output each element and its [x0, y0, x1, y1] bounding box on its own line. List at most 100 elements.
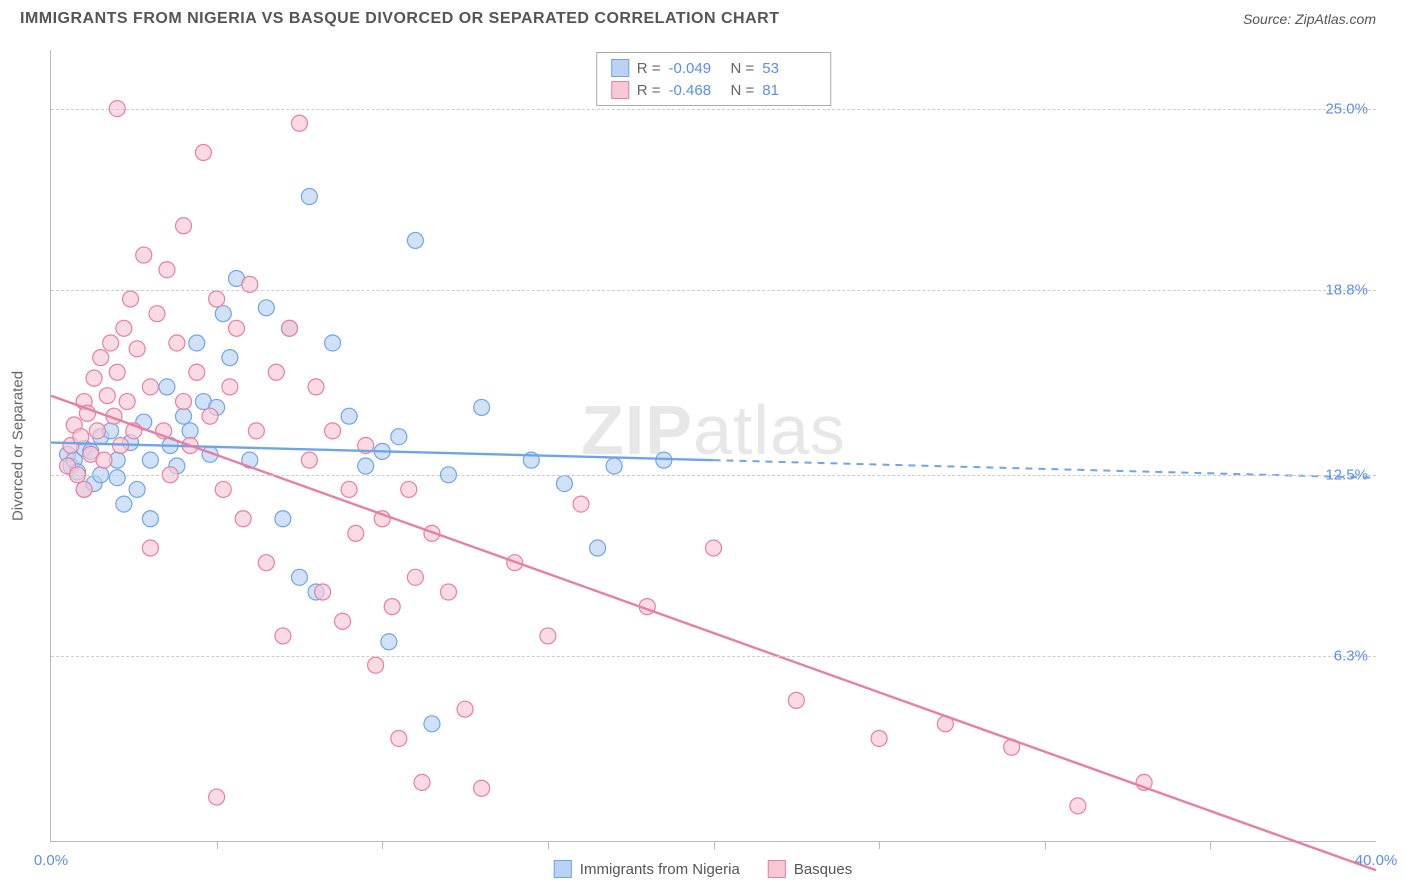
scatter-point	[384, 599, 400, 615]
scatter-point	[182, 423, 198, 439]
gridline-h	[51, 109, 1376, 110]
scatter-point	[142, 540, 158, 556]
scatter-point	[109, 364, 125, 380]
legend-label: Basques	[794, 861, 852, 878]
xtick	[879, 841, 880, 849]
scatter-point	[291, 115, 307, 131]
scatter-point	[401, 481, 417, 497]
ytick-label: 12.5%	[1325, 466, 1368, 483]
scatter-point	[209, 291, 225, 307]
legend-item-basques: Basques	[768, 860, 852, 878]
scatter-point	[341, 408, 357, 424]
xtick	[714, 841, 715, 849]
scatter-point	[348, 525, 364, 541]
scatter-point	[788, 692, 804, 708]
scatter-point	[407, 569, 423, 585]
scatter-point	[407, 232, 423, 248]
swatch-nigeria	[611, 59, 629, 77]
xtick	[1045, 841, 1046, 849]
scatter-point	[248, 423, 264, 439]
swatch-basques	[611, 81, 629, 99]
legend-item-nigeria: Immigrants from Nigeria	[554, 860, 740, 878]
scatter-point	[123, 291, 139, 307]
scatter-point	[176, 408, 192, 424]
scatter-point	[258, 300, 274, 316]
scatter-point	[275, 628, 291, 644]
scatter-point	[215, 306, 231, 322]
scatter-point	[76, 481, 92, 497]
n-label: N =	[731, 60, 755, 77]
chart-title: IMMIGRANTS FROM NIGERIA VS BASQUE DIVORC…	[20, 10, 779, 28]
scatter-point	[258, 555, 274, 571]
scatter-point	[109, 470, 125, 486]
scatter-point	[414, 774, 430, 790]
scatter-point	[291, 569, 307, 585]
xtick	[548, 841, 549, 849]
scatter-point	[209, 789, 225, 805]
scatter-point	[159, 379, 175, 395]
scatter-point	[391, 730, 407, 746]
scatter-point	[573, 496, 589, 512]
scatter-point	[301, 188, 317, 204]
scatter-point	[176, 218, 192, 234]
scatter-point	[590, 540, 606, 556]
scatter-point	[99, 388, 115, 404]
scatter-point	[335, 613, 351, 629]
r-label: R =	[637, 60, 661, 77]
scatter-point	[474, 399, 490, 415]
scatter-point	[229, 320, 245, 336]
legend-row-nigeria: R = -0.049 N = 53	[611, 57, 817, 79]
ytick-label: 25.0%	[1325, 100, 1368, 117]
scatter-point	[606, 458, 622, 474]
scatter-point	[308, 379, 324, 395]
scatter-point	[159, 262, 175, 278]
n-value-nigeria: 53	[762, 60, 816, 77]
ytick-label: 18.8%	[1325, 282, 1368, 299]
xtick-label: 40.0%	[1355, 852, 1398, 869]
swatch-basques	[768, 860, 786, 878]
scatter-point	[89, 423, 105, 439]
scatter-point	[381, 634, 397, 650]
legend-row-basques: R = -0.468 N = 81	[611, 79, 817, 101]
legend-label: Immigrants from Nigeria	[580, 861, 740, 878]
scatter-point	[96, 452, 112, 468]
scatter-point	[275, 511, 291, 527]
scatter-point	[93, 350, 109, 366]
scatter-point	[441, 584, 457, 600]
scatter-point	[540, 628, 556, 644]
scatter-point	[222, 379, 238, 395]
scatter-point	[457, 701, 473, 717]
scatter-point	[341, 481, 357, 497]
y-axis-label: Divorced or Separated	[10, 371, 27, 521]
ytick-label: 6.3%	[1334, 648, 1368, 665]
scatter-point	[195, 145, 211, 161]
chart-area: ZIPatlas R = -0.049 N = 53 R = -0.468 N …	[50, 50, 1376, 842]
gridline-h	[51, 290, 1376, 291]
xtick	[382, 841, 383, 849]
gridline-h	[51, 656, 1376, 657]
swatch-nigeria	[554, 860, 572, 878]
xtick-label: 0.0%	[34, 852, 68, 869]
scatter-point	[556, 476, 572, 492]
scatter-point	[86, 370, 102, 386]
scatter-point	[129, 481, 145, 497]
scatter-point	[142, 452, 158, 468]
r-value-nigeria: -0.049	[669, 60, 723, 77]
scatter-point	[103, 335, 119, 351]
scatter-point	[149, 306, 165, 322]
scatter-point	[368, 657, 384, 673]
series-legend: Immigrants from Nigeria Basques	[554, 860, 852, 878]
scatter-point	[474, 780, 490, 796]
scatter-point	[268, 364, 284, 380]
scatter-point	[136, 247, 152, 263]
scatter-point	[142, 379, 158, 395]
scatter-point	[142, 511, 158, 527]
r-label: R =	[637, 82, 661, 99]
xtick	[217, 841, 218, 849]
n-value-basques: 81	[762, 82, 816, 99]
r-value-basques: -0.468	[669, 82, 723, 99]
scatter-point	[176, 394, 192, 410]
scatter-point	[871, 730, 887, 746]
scatter-point	[301, 452, 317, 468]
header: IMMIGRANTS FROM NIGERIA VS BASQUE DIVORC…	[0, 0, 1406, 36]
